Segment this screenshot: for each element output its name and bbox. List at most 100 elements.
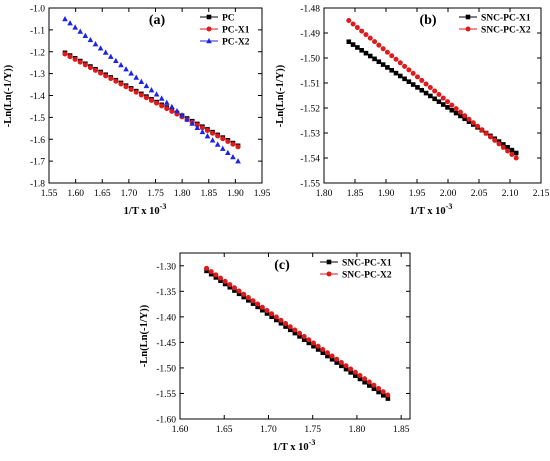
data-point <box>213 272 219 278</box>
y-tick-label: -1.2 <box>30 48 45 58</box>
x-tick-label: 1.70 <box>121 189 138 199</box>
data-point <box>513 155 519 161</box>
data-point <box>133 74 140 80</box>
data-point <box>419 87 425 93</box>
plot-frame <box>323 7 542 184</box>
data-point <box>67 54 73 60</box>
x-tick-label: 1.80 <box>174 189 191 199</box>
data-point <box>259 304 265 310</box>
y-tick-label: -1.54 <box>300 155 320 165</box>
y-tick-label: -1.45 <box>156 339 176 349</box>
panel-label: (a) <box>149 13 166 28</box>
panel-label: (b) <box>419 13 436 28</box>
data-point <box>306 337 312 343</box>
data-point <box>372 39 378 45</box>
data-point <box>269 314 274 320</box>
data-point <box>208 271 214 277</box>
y-tick-label: -1.60 <box>156 416 176 426</box>
data-point <box>462 113 468 119</box>
data-point <box>138 78 145 84</box>
data-point <box>218 278 223 283</box>
data-point <box>133 89 139 95</box>
data-point <box>366 379 372 385</box>
x-tick-label: 1.95 <box>409 189 426 199</box>
data-point <box>225 138 231 144</box>
data-point <box>236 288 242 294</box>
data-point <box>440 102 446 107</box>
data-point <box>513 150 519 156</box>
data-point <box>204 268 209 274</box>
y-tick-label: -1.7 <box>30 158 45 168</box>
data-point <box>432 96 437 102</box>
data-point <box>118 61 124 68</box>
data-point <box>449 102 455 108</box>
y-tick-label: -1.6 <box>30 136 45 146</box>
data-point <box>462 116 467 122</box>
data-point <box>269 311 275 317</box>
x-tick-label: 1.60 <box>67 189 84 199</box>
data-point <box>128 70 134 76</box>
data-point <box>241 291 247 297</box>
legend-label: SNC-PC-X2 <box>481 26 531 36</box>
y-axis-title: -Ln(Ln(-1/Y)) <box>139 304 150 367</box>
x-tick-label: 1.75 <box>147 189 164 199</box>
y-tick-label: -1.8 <box>30 180 45 190</box>
data-point <box>352 369 358 375</box>
data-point <box>250 298 256 304</box>
data-point <box>428 93 433 99</box>
y-tick-label: -1.1 <box>30 26 45 36</box>
data-point <box>273 317 279 323</box>
data-point <box>222 278 228 284</box>
y-tick-label: -1.49 <box>300 30 320 40</box>
data-point <box>363 50 369 56</box>
data-point <box>410 70 416 76</box>
data-point <box>359 48 364 53</box>
data-point <box>169 108 175 114</box>
y-tick-label: -1.3 <box>30 70 45 80</box>
data-point <box>353 373 358 378</box>
data-point <box>385 392 391 398</box>
y-tick-label: -1.4 <box>30 92 45 102</box>
data-point <box>123 84 129 90</box>
data-point <box>246 298 251 303</box>
data-point <box>210 130 216 136</box>
data-point <box>236 291 242 297</box>
y-tick-label: -1.50 <box>300 55 320 65</box>
x-tick-label: 1.70 <box>260 425 277 435</box>
x-tick-label: 1.90 <box>227 189 244 199</box>
data-point <box>440 95 446 101</box>
legend-marker <box>206 38 212 44</box>
data-point <box>301 337 307 342</box>
data-point <box>77 28 84 34</box>
data-point <box>329 356 335 362</box>
data-point <box>255 304 260 310</box>
data-point <box>310 340 316 346</box>
series-pc-x2 <box>62 15 241 164</box>
legend-marker <box>206 14 212 20</box>
data-point <box>230 153 236 160</box>
data-point <box>292 327 298 333</box>
data-point <box>445 99 451 105</box>
data-point <box>87 36 94 43</box>
data-point <box>505 144 510 150</box>
data-point <box>397 60 403 66</box>
data-point <box>343 363 349 369</box>
data-point <box>225 149 231 156</box>
data-point <box>362 379 367 385</box>
legend-label: PC-X2 <box>222 38 250 48</box>
data-point <box>343 366 349 372</box>
data-point <box>149 97 155 103</box>
data-point <box>380 46 386 52</box>
data-point <box>123 66 129 72</box>
data-point <box>62 15 68 22</box>
data-point <box>264 308 270 314</box>
data-point <box>350 21 356 27</box>
data-point <box>389 67 395 73</box>
data-point <box>334 356 340 362</box>
data-point <box>371 382 377 388</box>
x-tick-label: 1.65 <box>94 189 111 199</box>
data-point <box>339 363 344 369</box>
data-point <box>453 110 459 116</box>
data-point <box>87 65 93 71</box>
data-point <box>324 350 330 356</box>
